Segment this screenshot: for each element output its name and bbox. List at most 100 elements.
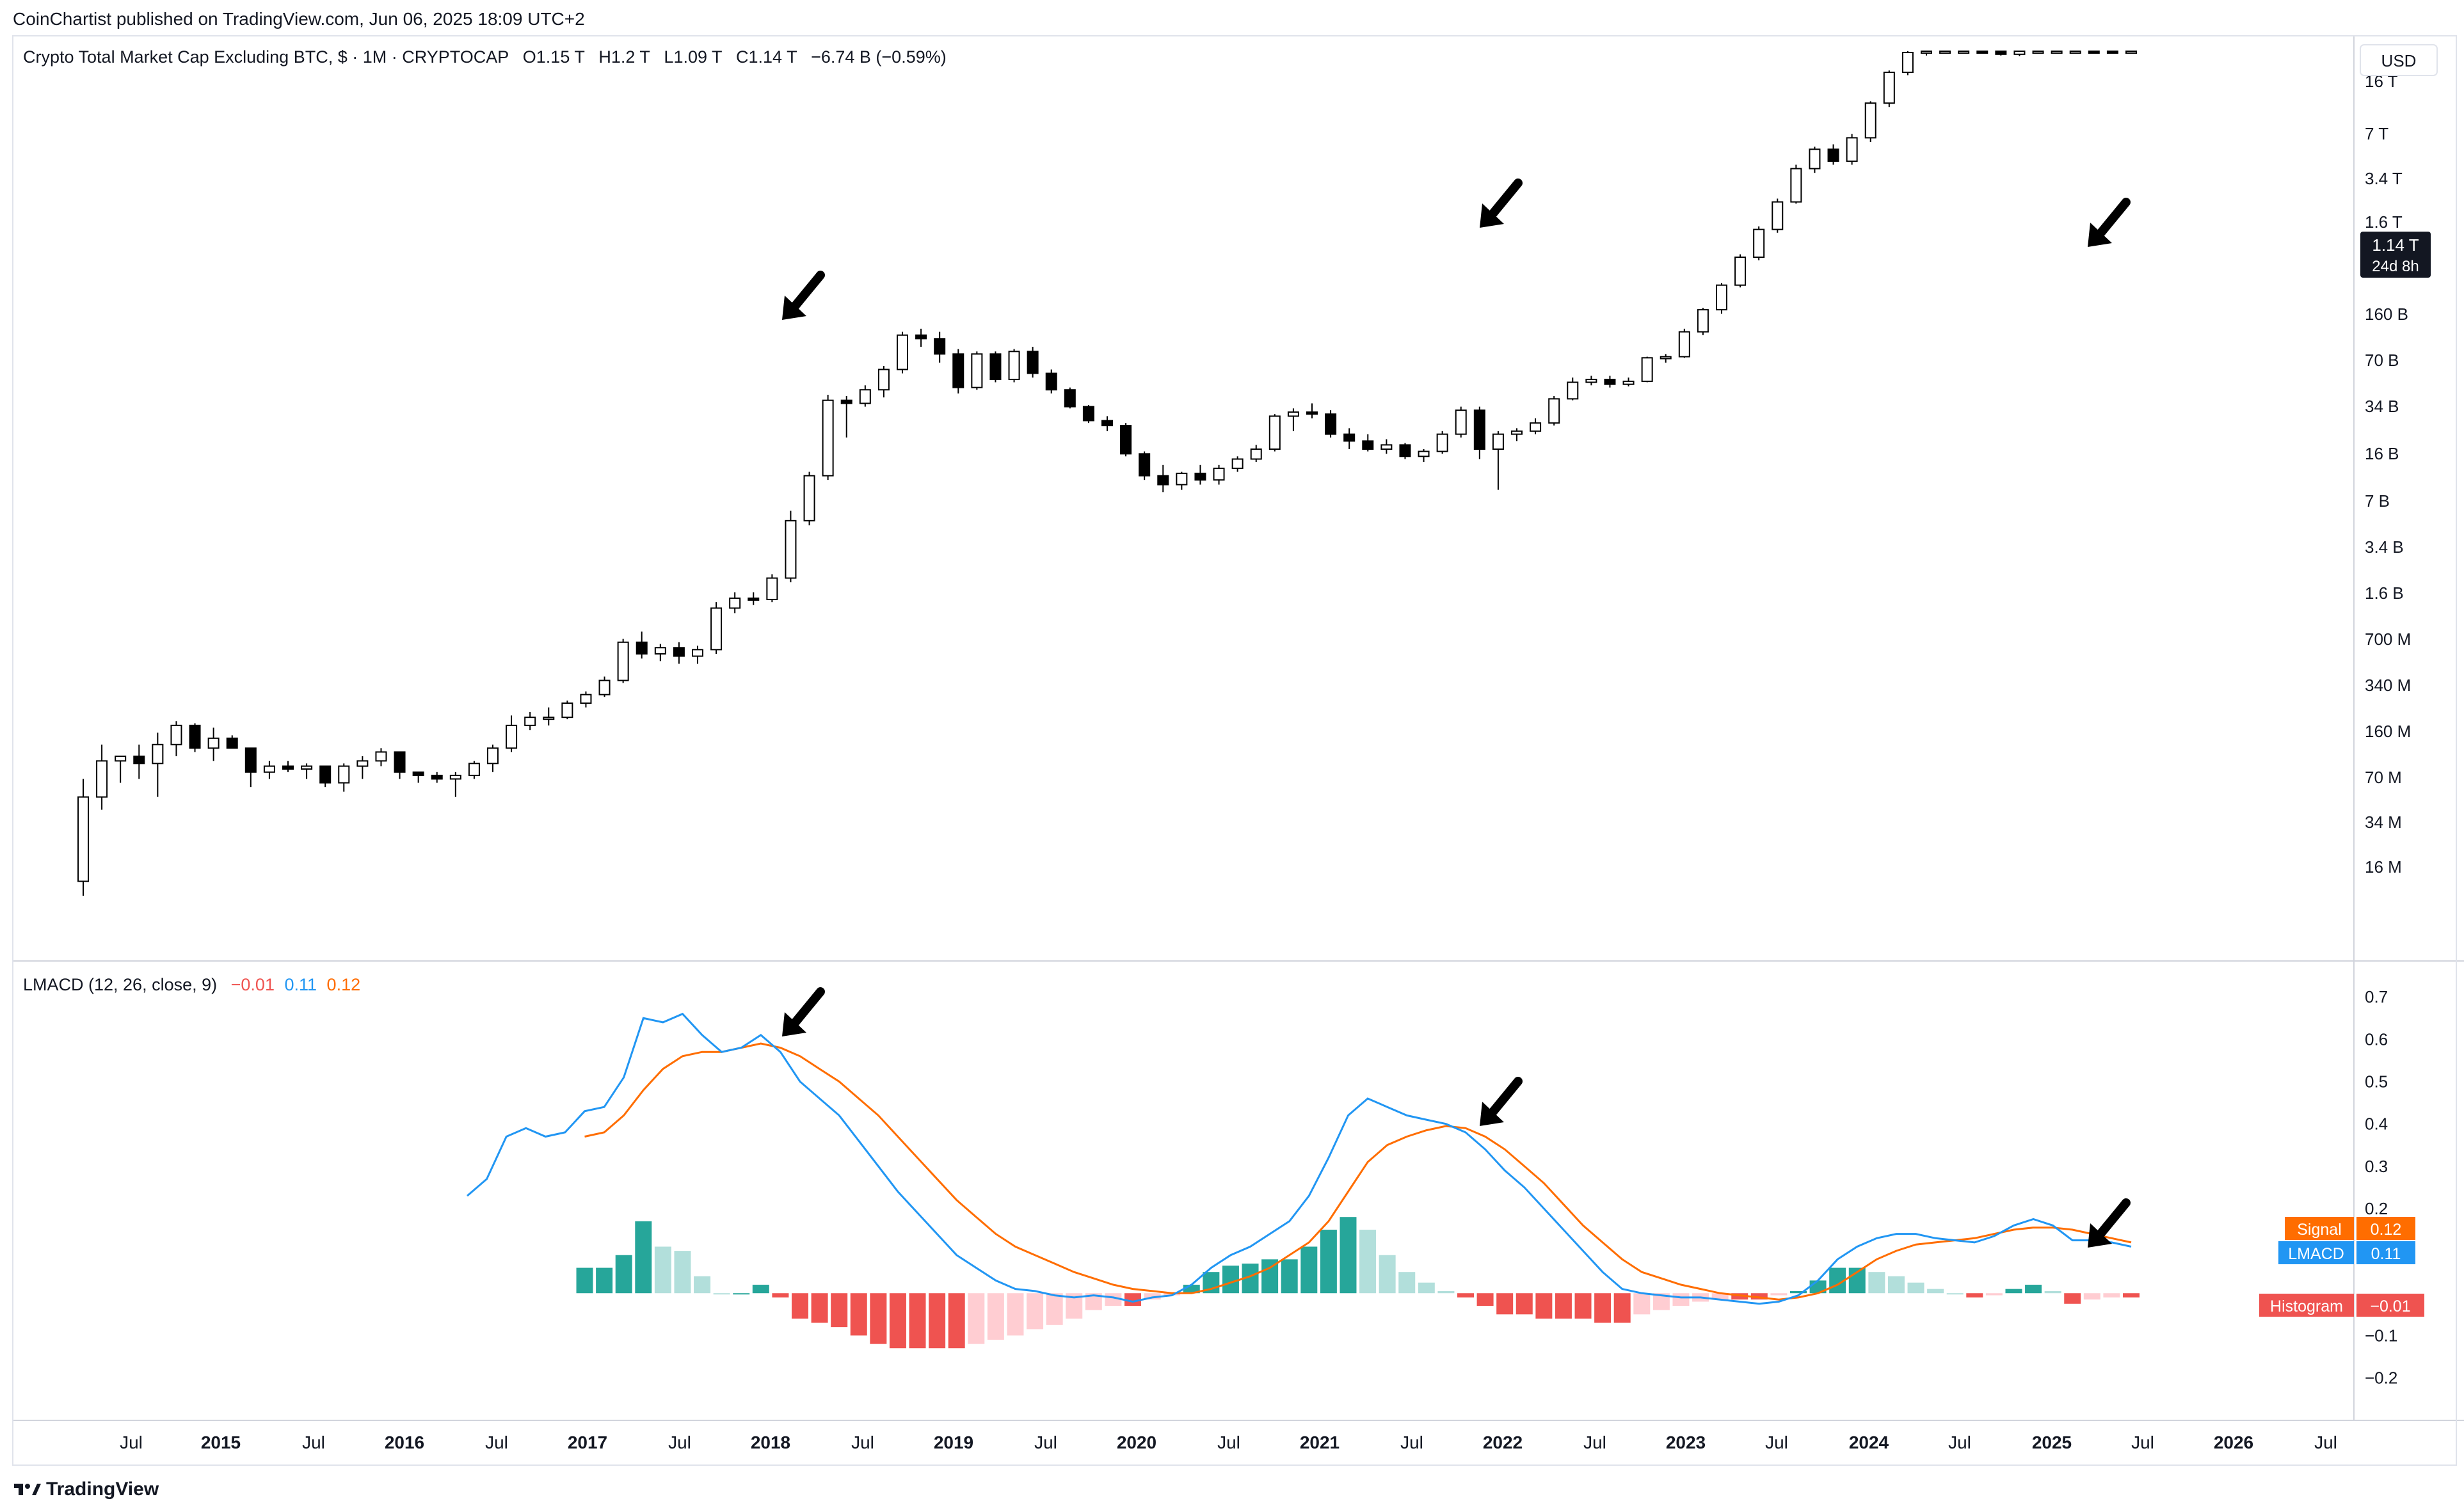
- candle-body: [952, 353, 964, 388]
- price-tick-label: 70 M: [2365, 768, 2402, 787]
- candle-body: [710, 607, 723, 651]
- candle-body: [487, 747, 499, 765]
- histogram-bar: [1379, 1255, 1396, 1294]
- candle-body: [1231, 458, 1244, 469]
- time-tick-label: Jul: [1948, 1433, 1971, 1452]
- candle-body: [207, 737, 220, 749]
- histogram-bar: [1731, 1293, 1748, 1300]
- candle-body: [1436, 433, 1448, 452]
- signal-tag-label-bg: [2285, 1217, 2354, 1240]
- candle-body: [1157, 475, 1169, 486]
- histogram-bar: [752, 1285, 769, 1294]
- histogram-layer: [576, 1217, 2140, 1349]
- candle-body: [244, 747, 257, 773]
- histogram-bar: [576, 1267, 593, 1294]
- change-value: −6.74 B (−0.59%): [811, 47, 947, 67]
- candle-body: [1008, 351, 1020, 381]
- macd-lines-layer: [467, 1012, 2132, 1305]
- arrow-head: [1480, 203, 1504, 228]
- annotation-arrow: [2088, 1198, 2131, 1248]
- arrow-head: [2088, 223, 2112, 247]
- currency-box[interactable]: [2360, 44, 2438, 76]
- currency-label: USD: [2381, 51, 2417, 70]
- candle-body: [356, 760, 369, 767]
- price-tick-label: 160 B: [2365, 305, 2408, 324]
- time-tick-label: 2017: [568, 1433, 607, 1452]
- macd-axis[interactable]: 0.70.60.50.40.30.20.1−0.1−0.2: [2365, 987, 2397, 1387]
- histogram-bar: [1281, 1259, 1298, 1294]
- candle-body: [748, 597, 760, 601]
- candle-body: [561, 702, 573, 718]
- signal-tag-value-bg: [2356, 1217, 2415, 1240]
- time-axis[interactable]: Jul 2015 Jul 2016 Jul 2017 Jul 2018 Jul 2019 Jul 20…: [120, 1433, 2337, 1452]
- price-tick-label: 34 M: [2365, 813, 2402, 832]
- indicator-signal-value: 0.12: [326, 975, 361, 994]
- symbol-name[interactable]: Crypto Total Market Cap Excluding BTC, $…: [23, 47, 509, 67]
- candle-body: [1473, 409, 1485, 450]
- time-tick-label: 2026: [2214, 1433, 2253, 1452]
- arrow-shaft: [2092, 1198, 2131, 1243]
- candle-body: [2051, 51, 2063, 54]
- candle-body: [1325, 413, 1337, 435]
- candle-body: [822, 399, 834, 477]
- time-tick-label: 2025: [2032, 1433, 2072, 1452]
- histogram-bar: [1927, 1289, 1944, 1294]
- candle-body: [543, 717, 555, 720]
- candle-body: [1827, 148, 1839, 162]
- candle-body: [971, 353, 983, 388]
- histogram-bar: [1946, 1293, 1964, 1295]
- candle-body: [1939, 51, 1951, 54]
- signal-tag-label: Signal: [2297, 1221, 2342, 1239]
- annotation-arrow: [1480, 179, 1523, 228]
- time-tick-label: Jul: [120, 1433, 143, 1452]
- hist-tag-value: −0.01: [2370, 1298, 2410, 1315]
- price-tick-label: 70 B: [2365, 351, 2399, 370]
- histogram-bar: [1457, 1293, 1474, 1298]
- arrow-head: [782, 1012, 806, 1036]
- price-axis[interactable]: 16 T7 T3.4 T1.6 T340 B160 B70 B34 B16 B7…: [2365, 72, 2411, 877]
- indicator-hist-value: −0.01: [230, 975, 275, 994]
- candle-body: [1176, 472, 1188, 486]
- price-tick-label: 16 B: [2365, 444, 2399, 463]
- candle-body: [1306, 411, 1318, 415]
- indicator-name[interactable]: LMACD (12, 26, close, 9): [23, 975, 218, 994]
- candle-body: [1790, 168, 1802, 203]
- price-tick-label: 7 T: [2365, 124, 2388, 143]
- candle-body: [1213, 467, 1225, 481]
- macd-tick-label: 0.2: [2365, 1199, 2388, 1218]
- histogram-bar: [1770, 1293, 1788, 1296]
- candle-body: [2069, 51, 2081, 54]
- candle-body: [1604, 379, 1616, 385]
- histogram-bar: [1476, 1293, 1494, 1306]
- high-value: H1.2 T: [598, 47, 650, 67]
- candles-layer: [77, 51, 2137, 896]
- candle-body: [1362, 440, 1374, 450]
- candle-body: [431, 774, 443, 780]
- histogram-bar: [2064, 1293, 2081, 1304]
- time-tick-label: Jul: [851, 1433, 874, 1452]
- chart-frame: [12, 35, 2457, 1466]
- candle-body: [2125, 51, 2137, 54]
- candle-body: [580, 694, 592, 704]
- price-tick-label: 7 B: [2365, 491, 2390, 511]
- candle-body: [673, 647, 685, 657]
- macd-tick-label: −0.2: [2365, 1369, 2397, 1388]
- histogram-bar: [1750, 1293, 1768, 1300]
- histogram-bar: [1124, 1293, 1141, 1306]
- price-tick-label: 34 B: [2365, 397, 2399, 416]
- candle-body: [2032, 51, 2044, 54]
- candle-body: [654, 647, 666, 655]
- candle-body: [1548, 398, 1560, 424]
- histogram-bar: [1555, 1293, 1572, 1319]
- histogram-bar: [713, 1293, 730, 1295]
- histogram-bar: [2005, 1289, 2022, 1294]
- histogram-bar: [1222, 1266, 1239, 1294]
- candle-body: [989, 353, 1002, 381]
- tradingview-footer[interactable]: TradingView: [13, 1479, 159, 1500]
- candle-body: [1921, 51, 1932, 54]
- candle-body: [1287, 411, 1299, 417]
- candle-body: [1716, 284, 1727, 311]
- time-tick-label: 2019: [934, 1433, 973, 1452]
- histogram-bar: [1418, 1282, 1435, 1294]
